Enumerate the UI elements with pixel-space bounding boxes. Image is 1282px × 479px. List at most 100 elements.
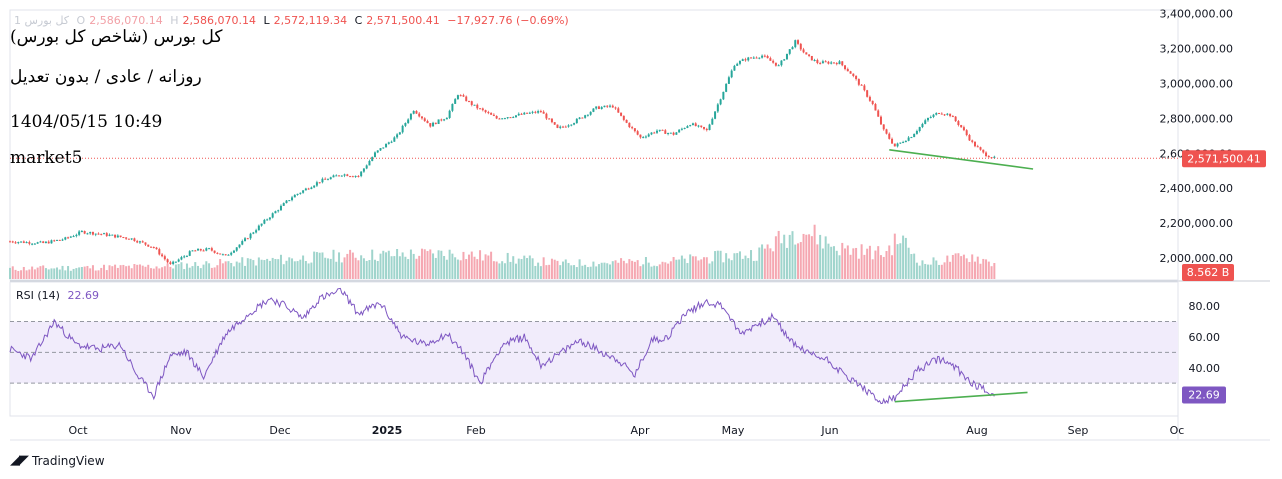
volume-bar <box>33 269 36 279</box>
candle-body <box>791 47 794 50</box>
volume-bar <box>971 254 974 279</box>
tradingview-logo-icon: ◢◤ <box>10 453 29 468</box>
time-axis[interactable]: Oct Nov Dec 2025 Feb Apr May Jun Aug Sep Oc <box>68 424 1184 437</box>
candle-body <box>103 233 106 235</box>
candle-body <box>589 111 592 115</box>
volume-bar <box>503 263 506 279</box>
candle-body <box>653 132 656 134</box>
volume-bar <box>398 256 401 279</box>
candle-body <box>592 108 595 112</box>
rsi-divergence-line[interactable] <box>894 391 1028 403</box>
volume-bar <box>147 264 150 279</box>
candle-body <box>456 95 459 100</box>
price-axis[interactable]: 2,000,000.002,200,000.002,400,000.002,60… <box>1160 8 1233 265</box>
volume-bar <box>401 252 404 279</box>
candle-body <box>152 247 155 249</box>
candle-body <box>537 111 540 113</box>
candle-body <box>138 241 141 243</box>
volume-bar <box>863 254 866 279</box>
candle-body <box>938 112 941 114</box>
volume-bar <box>116 267 119 279</box>
candle-body <box>556 124 559 128</box>
candle-body <box>83 231 86 234</box>
time-tick-label: Oct <box>68 424 88 437</box>
volume-bar <box>891 255 894 279</box>
rsi-axis[interactable]: 40.00 60.00 80.00 <box>1189 300 1221 375</box>
volume-bar <box>382 250 385 279</box>
volume-bar <box>324 257 327 279</box>
candle-body <box>874 104 877 111</box>
volume-bar <box>429 249 432 279</box>
candle-body <box>116 235 119 238</box>
candle-body <box>772 60 775 63</box>
volume-bar <box>689 254 692 279</box>
volume-bar <box>570 265 573 279</box>
candle-body <box>730 70 733 78</box>
candle-body <box>291 197 294 201</box>
candle-body <box>67 237 70 239</box>
volume-bar <box>581 265 584 279</box>
candle-body <box>22 241 25 243</box>
volume-bar <box>821 248 824 279</box>
price-divergence-line[interactable] <box>889 149 1034 170</box>
candles <box>9 39 996 266</box>
candle-body <box>697 125 700 127</box>
candle-body <box>130 238 133 240</box>
volume-bar <box>111 266 114 279</box>
volume-bar <box>763 248 766 279</box>
time-tick-label: May <box>722 424 745 437</box>
volume-bar <box>938 264 941 279</box>
candle-body <box>94 233 97 235</box>
volume-bar <box>476 259 479 279</box>
change-value: −17,927.76 (−0.69%) <box>447 14 569 27</box>
close-label: C <box>354 14 363 27</box>
volume-bar <box>255 265 258 279</box>
volume-bar <box>75 268 78 279</box>
volume-bar <box>622 260 625 279</box>
volume-bar <box>716 250 719 279</box>
candle-body <box>678 129 681 133</box>
volume-bar <box>304 261 307 279</box>
candle-body <box>213 250 216 253</box>
volume-bar <box>404 256 407 279</box>
rsi-value-tag: 22.69 <box>1182 386 1226 404</box>
volume-bar <box>625 263 628 279</box>
candle-body <box>354 175 357 177</box>
volume-bar <box>185 263 188 279</box>
candle-body <box>686 126 689 128</box>
chart-source: market5 <box>10 148 83 168</box>
volume-bar <box>871 259 874 279</box>
tradingview-brand[interactable]: ◢◤ TradingView <box>10 453 105 468</box>
volume-bar <box>506 252 509 279</box>
volume-bar <box>368 260 371 279</box>
candle-body <box>409 113 412 120</box>
volume-bar <box>440 250 443 279</box>
volume-bar <box>246 258 249 279</box>
volume-bar <box>929 264 932 279</box>
volume-bar <box>492 261 495 279</box>
candle-body <box>487 112 490 114</box>
candle-body <box>266 219 269 221</box>
volume-bar <box>169 266 172 279</box>
volume-bar <box>285 260 288 279</box>
volume-bar <box>860 244 863 279</box>
time-tick-label: Dec <box>269 424 290 437</box>
volume-bar <box>133 264 136 279</box>
volume-bar <box>376 261 379 279</box>
candle-body <box>816 59 819 64</box>
volume-bar <box>703 257 706 279</box>
candle-body <box>61 239 64 241</box>
candle-body <box>794 40 797 48</box>
candle-body <box>691 123 694 126</box>
candle-body <box>473 104 476 106</box>
candle-body <box>658 129 661 131</box>
rsi-legend: RSI (14) 22.69 <box>16 289 99 302</box>
volume-bar <box>180 262 183 279</box>
candle-body <box>293 194 296 198</box>
volume-bar <box>288 257 291 279</box>
chart-datetime: 1404/05/15 10:49 <box>10 112 163 132</box>
volume-bar <box>741 258 744 279</box>
candle-body <box>376 150 379 153</box>
volume-bar <box>714 251 717 279</box>
candle-body <box>224 254 227 256</box>
